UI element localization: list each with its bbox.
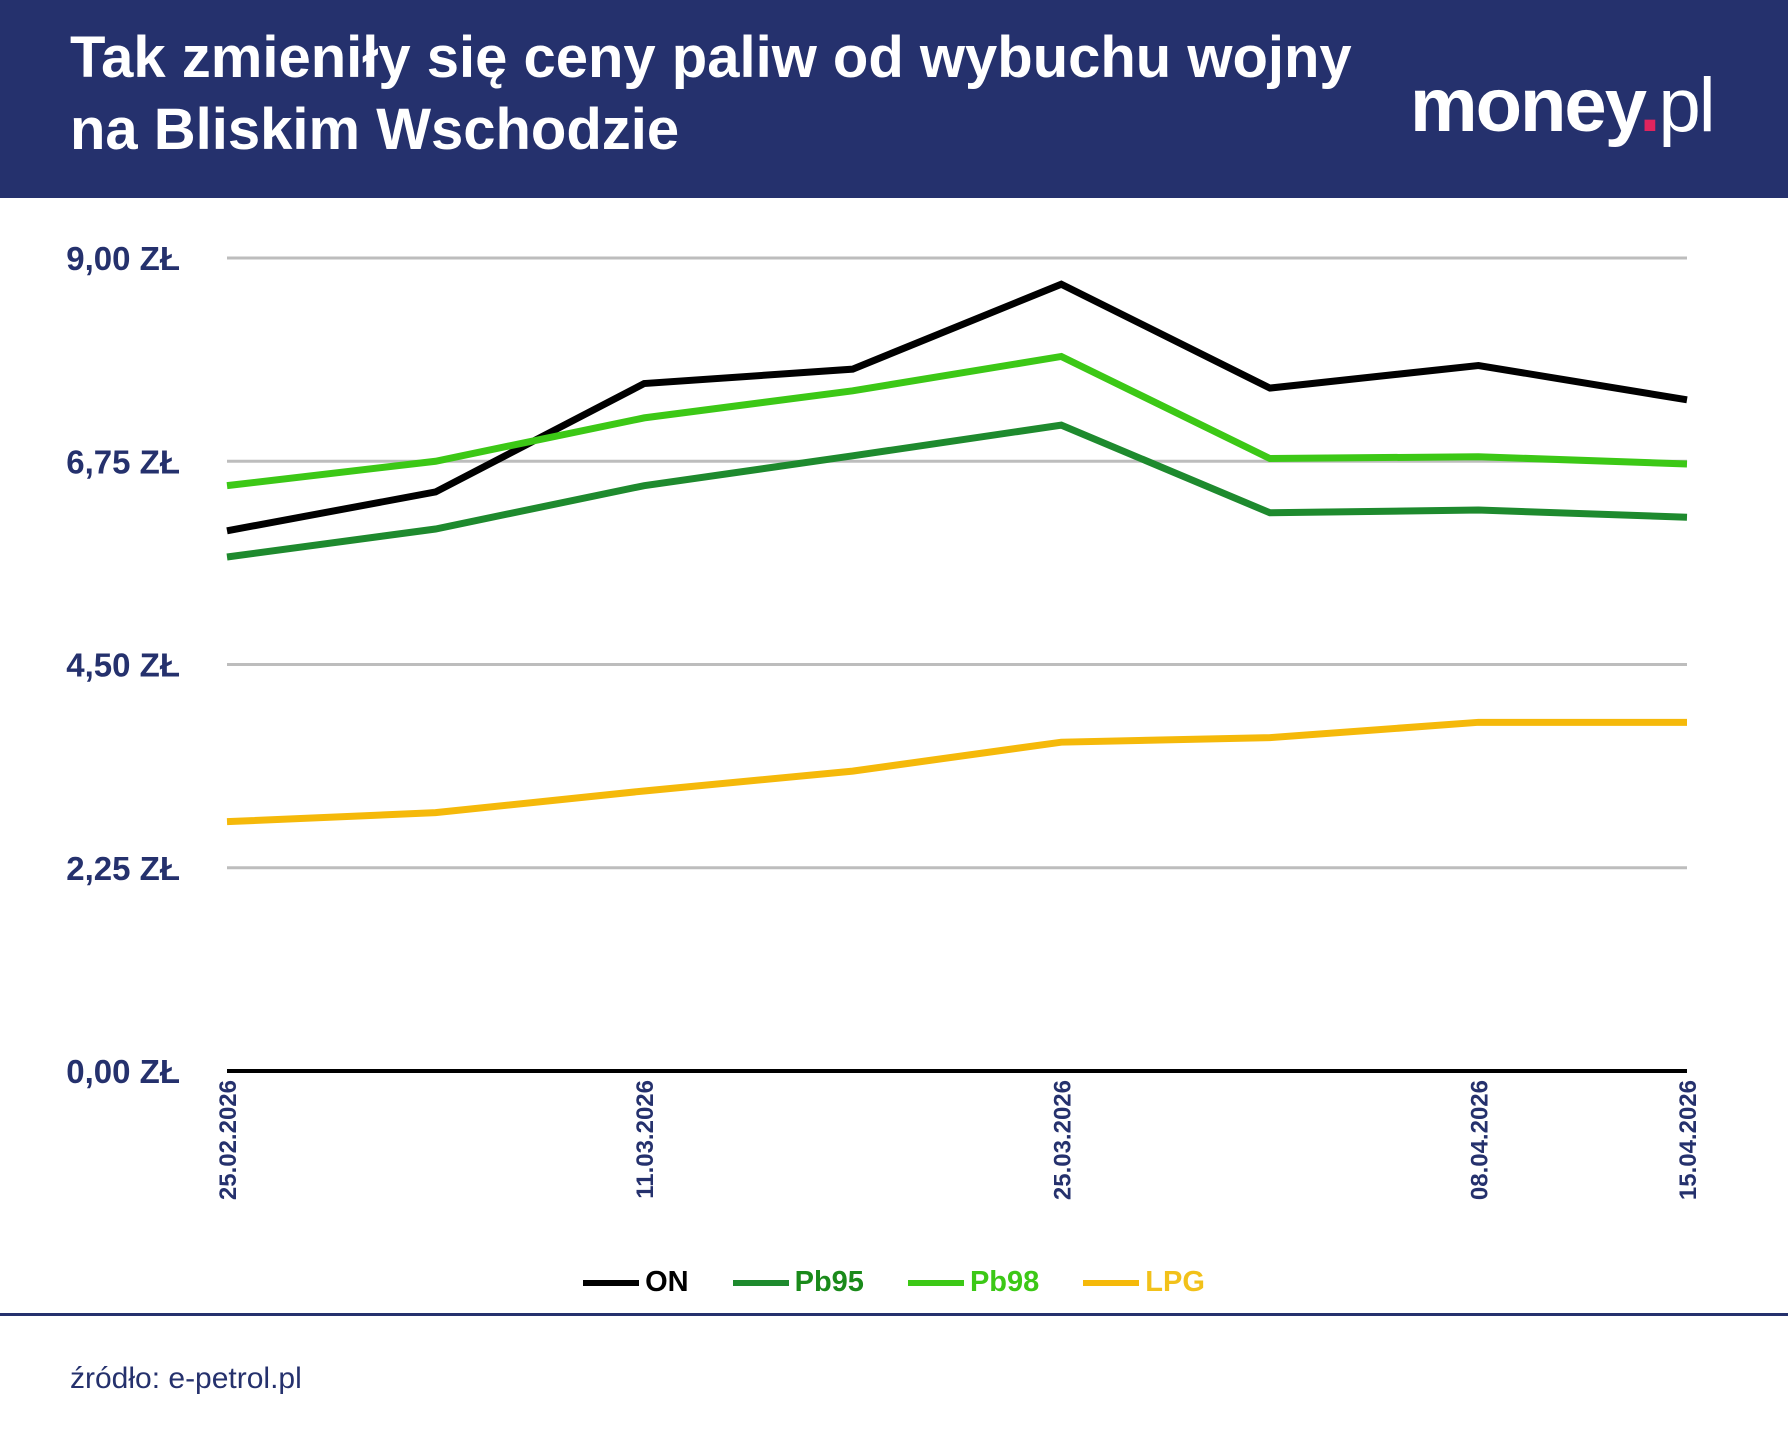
legend-item-pb98: Pb98 — [907, 1266, 1040, 1299]
logo-suffix: pl — [1658, 63, 1715, 148]
x-tick-label: 25.02.2026 — [215, 1080, 242, 1200]
legend-label: Pb95 — [794, 1266, 864, 1298]
y-tick-label: 9,00 ZŁ — [66, 240, 180, 277]
y-tick-label: 2,25 ZŁ — [66, 850, 180, 887]
logo-main: money — [1410, 63, 1641, 148]
legend-item-pb95: Pb95 — [732, 1266, 864, 1299]
source-note: źródło: e-petrol.pl — [70, 1362, 302, 1395]
x-tick-label: 15.04.2026 — [1675, 1080, 1702, 1200]
legend-swatch — [732, 1279, 789, 1286]
y-tick-label: 6,75 ZŁ — [66, 443, 180, 480]
x-tick-label: 25.03.2026 — [1049, 1080, 1076, 1200]
line-chart: 0,00 ZŁ 2,25 ZŁ 4,50 ZŁ 6,75 ZŁ 9,00 ZŁ 25.02… — [66, 240, 1702, 1200]
chart-title: Tak zmieniły się ceny paliw od wybuchu w… — [70, 25, 1352, 162]
y-tick-label: 4,50 ZŁ — [66, 647, 180, 684]
legend-item-on: ON — [583, 1266, 689, 1299]
series-line-pb95 — [226, 421, 1688, 561]
legend-swatch — [1083, 1279, 1140, 1286]
legend-swatch — [907, 1279, 964, 1286]
legend-label: Pb98 — [969, 1266, 1040, 1298]
series-line-pb98 — [226, 352, 1688, 490]
legend-swatch — [583, 1279, 640, 1286]
legend-label: LPG — [1145, 1266, 1205, 1298]
legend-item-lpg: LPG — [1083, 1266, 1205, 1299]
logo-dot: . — [1639, 63, 1660, 148]
legend-label: ON — [645, 1266, 689, 1298]
series-line-lpg — [226, 718, 1687, 826]
header-banner: Tak zmieniły się ceny paliw od wybuchu w… — [0, 0, 1788, 198]
x-tick-label: 08.04.2026 — [1466, 1080, 1493, 1200]
legend: ON Pb95 Pb98 LPG — [0, 1266, 1788, 1299]
series-line-on — [226, 280, 1688, 535]
x-tick-label: 11.03.2026 — [632, 1080, 659, 1199]
money-pl-logo: money.pl — [1410, 62, 1716, 149]
y-tick-label: 0,00 ZŁ — [66, 1053, 180, 1090]
footer-divider — [0, 1313, 1788, 1316]
